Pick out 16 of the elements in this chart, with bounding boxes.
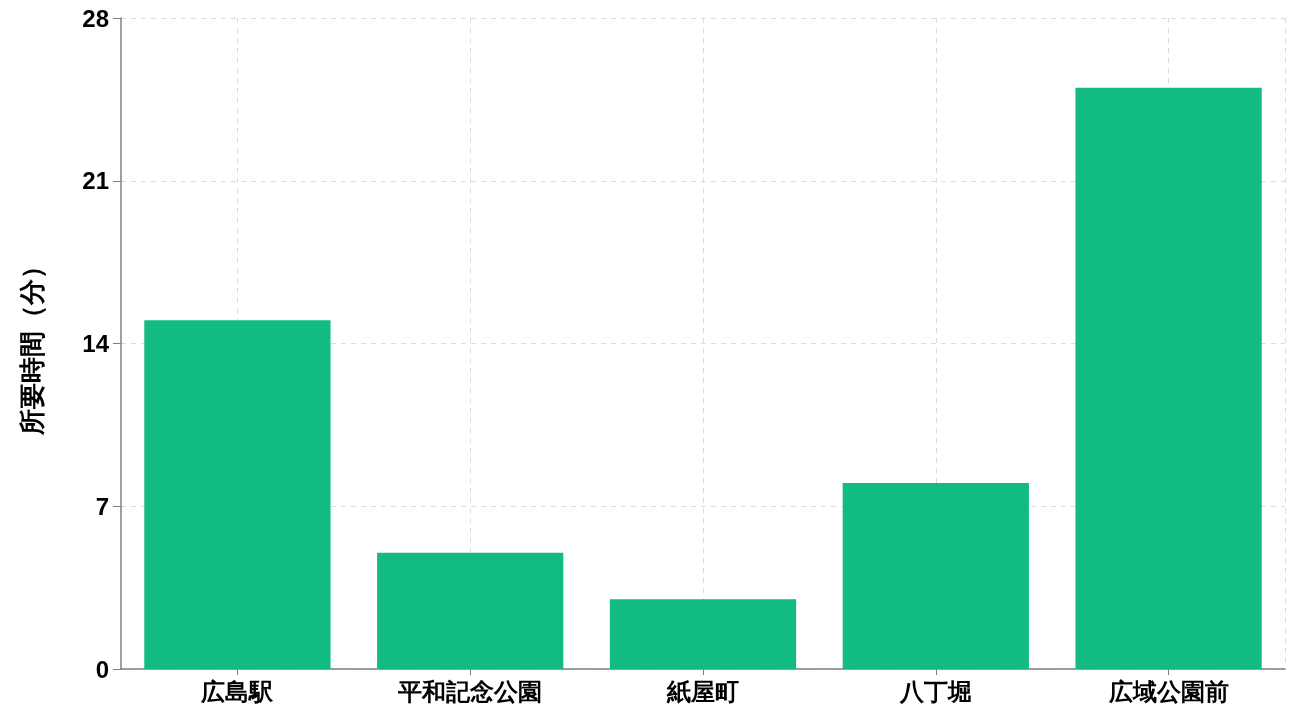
bar xyxy=(144,320,331,669)
y-tick-label: 28 xyxy=(82,4,109,32)
y-tick-label: 7 xyxy=(95,492,109,520)
bar xyxy=(1075,87,1262,669)
y-tick-label: 21 xyxy=(82,167,109,195)
x-tick-label: 八丁堀 xyxy=(898,677,972,705)
y-tick-label: 14 xyxy=(82,330,110,357)
bar xyxy=(377,552,564,669)
y-axis-title: 所要時間（分） xyxy=(17,252,47,436)
bar xyxy=(842,483,1029,669)
x-tick-label: 紙屋町 xyxy=(666,677,739,705)
x-tick-label: 平和記念公園 xyxy=(397,677,543,705)
y-tick-label: 0 xyxy=(95,655,109,683)
x-tick-label: 広域公園前 xyxy=(1107,677,1229,705)
x-tick-label: 広島駅 xyxy=(200,677,275,705)
bar xyxy=(609,599,797,669)
